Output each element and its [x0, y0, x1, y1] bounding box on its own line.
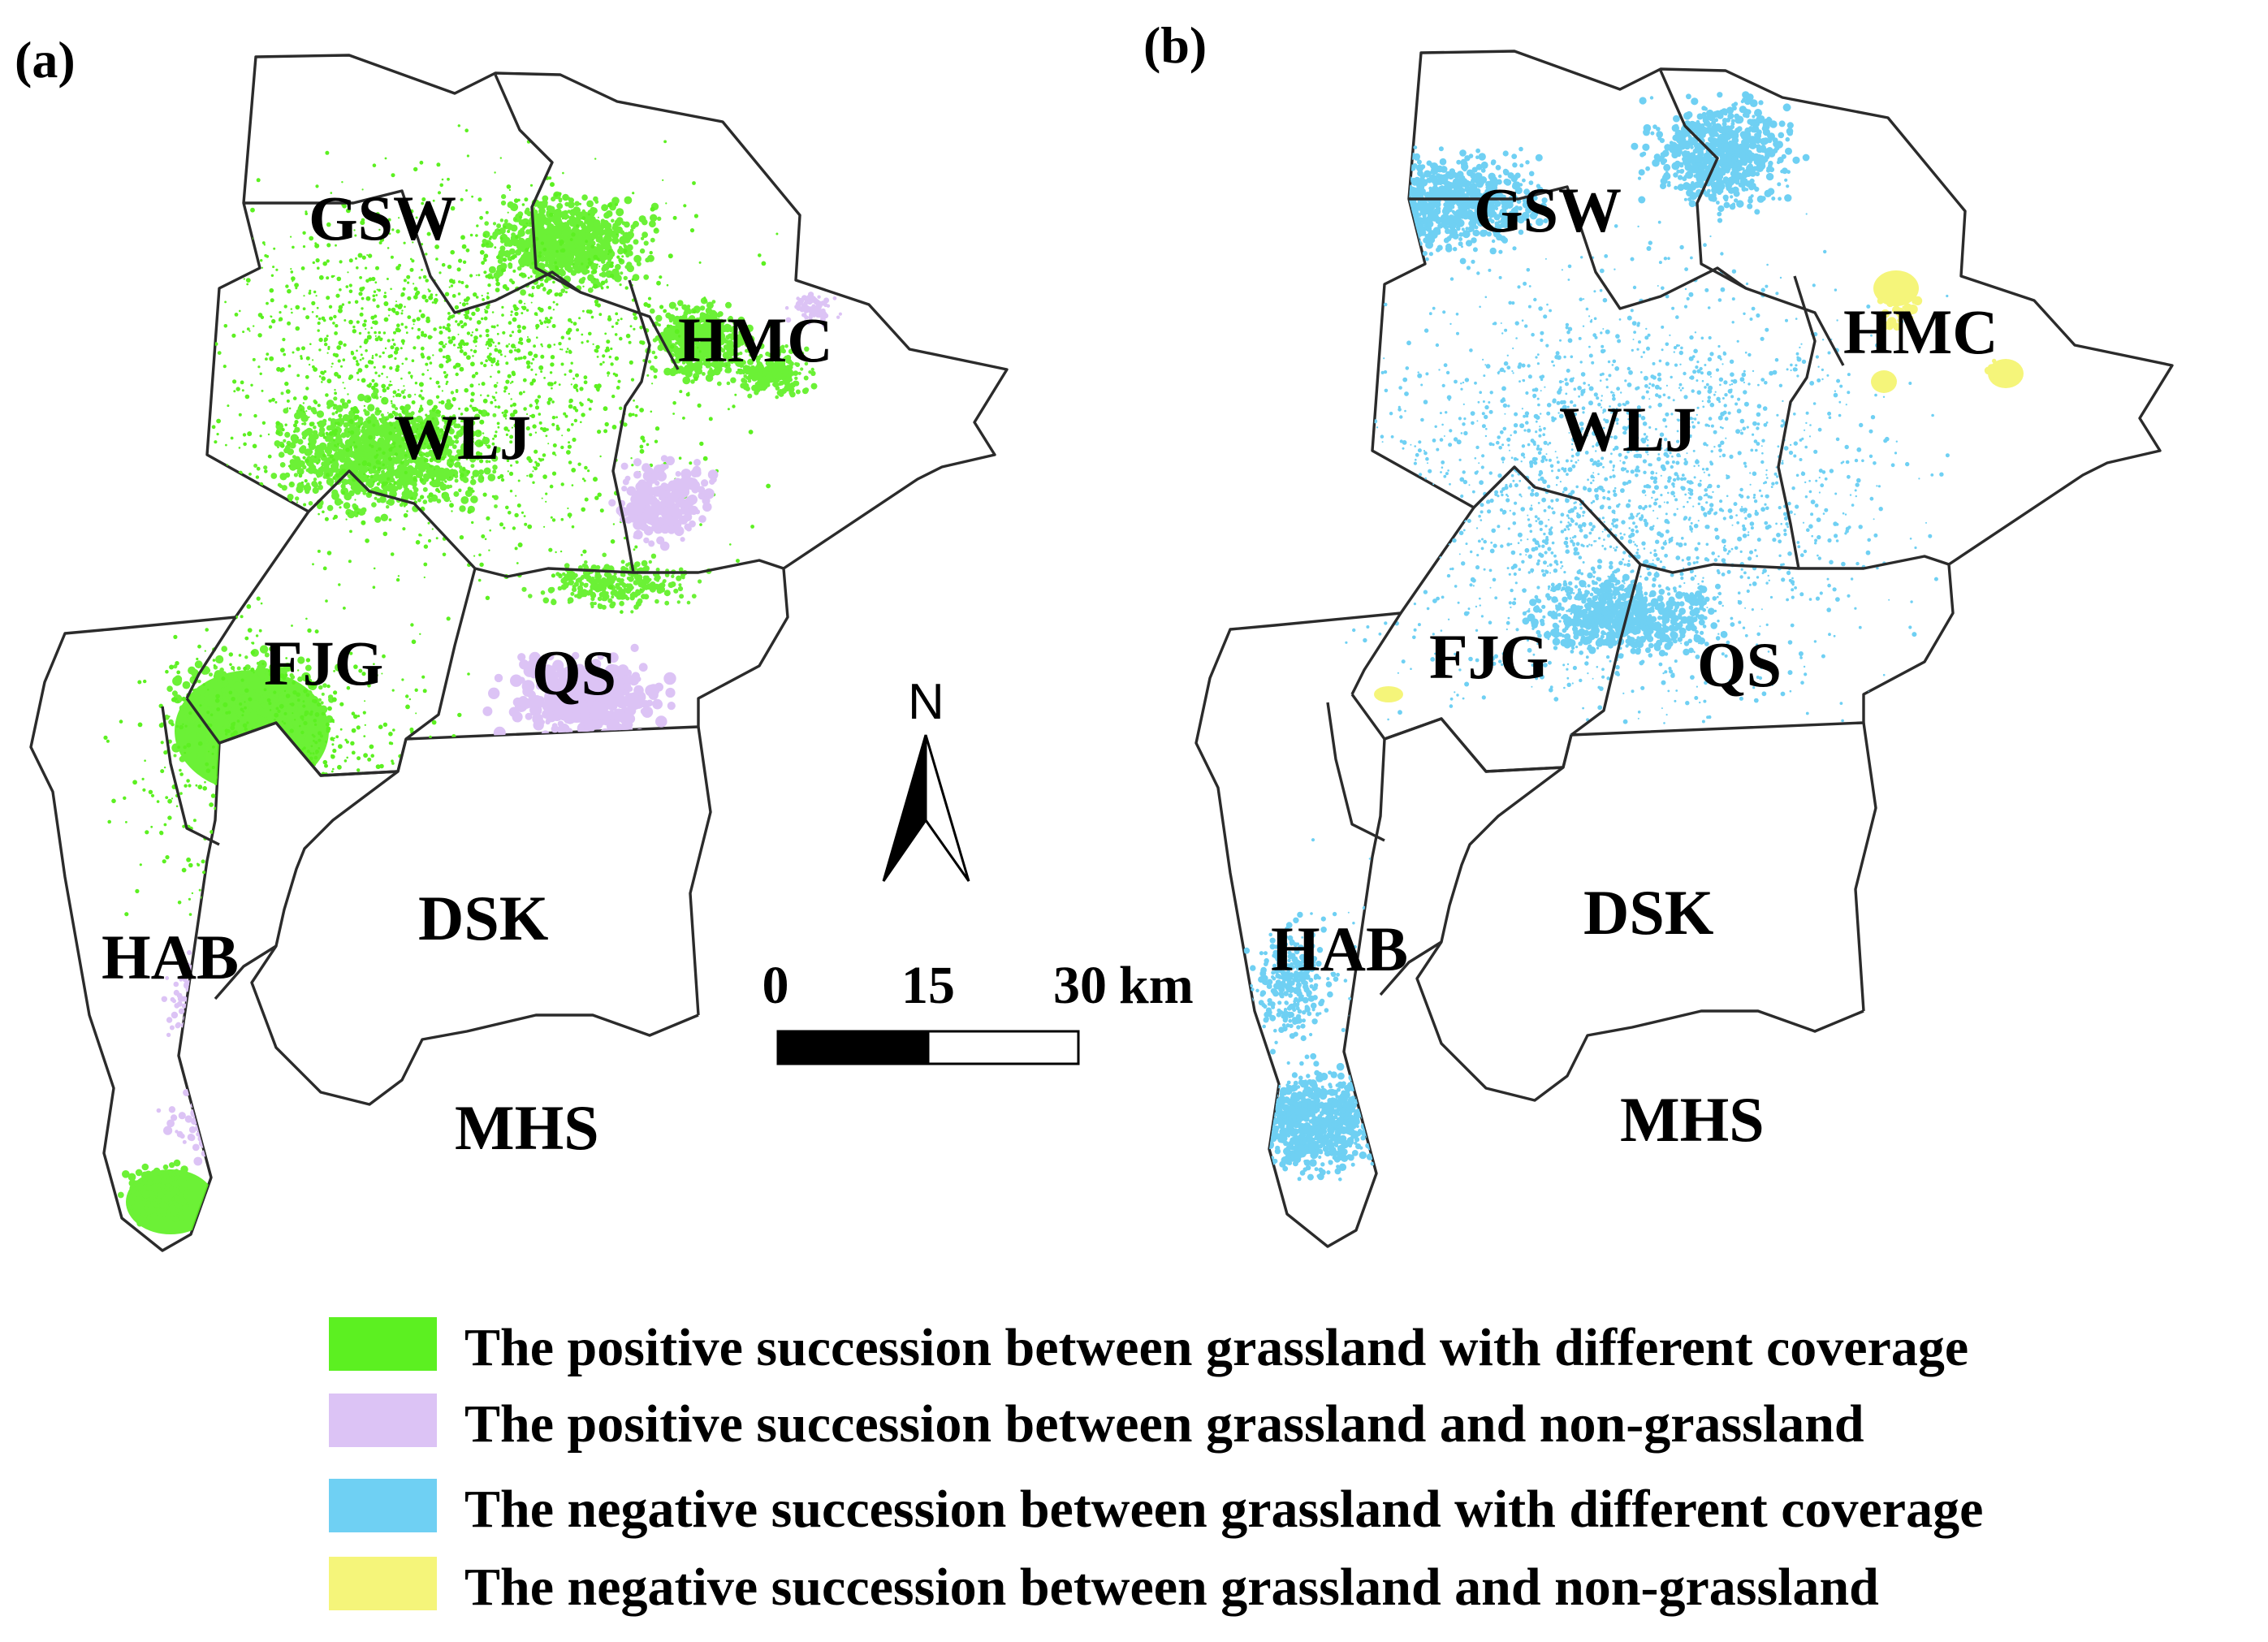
legend-label-positive-coverage: The positive succession between grasslan…: [464, 1318, 1969, 1377]
map-panel-b: (b) GSW HMC WLJ FJG QS DSK HAB: [1143, 16, 2174, 1248]
legend-swatch-positive-nongrass: [329, 1394, 437, 1447]
district-label-dsk-a: DSK: [418, 883, 549, 953]
district-label-gsw-b: GSW: [1474, 175, 1622, 245]
north-arrow: N: [882, 674, 970, 882]
north-arrow-right-half: [924, 734, 970, 882]
district-label-gsw-a: GSW: [309, 183, 456, 253]
scale-segment-black: [776, 1030, 930, 1065]
legend-swatch-negative-nongrass: [329, 1557, 437, 1610]
legend-swatch-negative-coverage: [329, 1479, 437, 1532]
district-label-mhs-b: MHS: [1620, 1084, 1765, 1155]
district-label-mhs-a: MHS: [455, 1092, 599, 1163]
scale-bar: 0 15 30 km: [762, 956, 1194, 1065]
district-label-fjg-b: FJG: [1429, 621, 1549, 692]
district-boundaries-b: [1326, 70, 1950, 1102]
scale-tick-0: 0: [762, 956, 789, 1015]
north-arrow-left-half: [882, 734, 927, 882]
legend-swatch-positive-coverage: [329, 1317, 437, 1371]
district-label-dsk-b: DSK: [1583, 877, 1714, 948]
scale-segment-white: [927, 1030, 1080, 1065]
legend-label-negative-nongrass: The negative succession between grasslan…: [464, 1558, 1879, 1617]
district-label-qs-b: QS: [1697, 629, 1782, 700]
district-label-hab-a: HAB: [102, 922, 239, 992]
scale-unit: km: [1119, 956, 1194, 1015]
scale-tick-15: 15: [901, 956, 955, 1015]
panel-label-a: (a): [15, 31, 76, 89]
district-label-hab-b: HAB: [1271, 914, 1408, 984]
district-label-fjg-a: FJG: [264, 628, 383, 698]
district-label-qs-a: QS: [532, 637, 616, 708]
district-labels-a: GSW HMC WLJ FJG QS DSK HAB MHS: [102, 183, 833, 1163]
district-label-wlj-a: WLJ: [394, 402, 531, 473]
north-arrow-label: N: [908, 674, 944, 730]
district-labels-b: GSW HMC WLJ FJG QS DSK HAB MHS: [1271, 175, 1998, 1155]
legend-label-positive-nongrass: The positive succession between grasslan…: [464, 1394, 1864, 1454]
district-label-hmc-a: HMC: [678, 305, 833, 375]
map-panel-a: (a) GSW HMC WLJ FJG QS DSK HAB: [15, 31, 1009, 1252]
district-label-wlj-b: WLJ: [1559, 394, 1696, 465]
legend-label-negative-coverage: The negative succession between grasslan…: [464, 1480, 1984, 1539]
panel-label-b: (b): [1143, 16, 1207, 74]
district-label-hmc-b: HMC: [1843, 296, 1998, 367]
scale-tick-30: 30: [1053, 956, 1107, 1015]
district-boundaries-a: [161, 74, 784, 1106]
